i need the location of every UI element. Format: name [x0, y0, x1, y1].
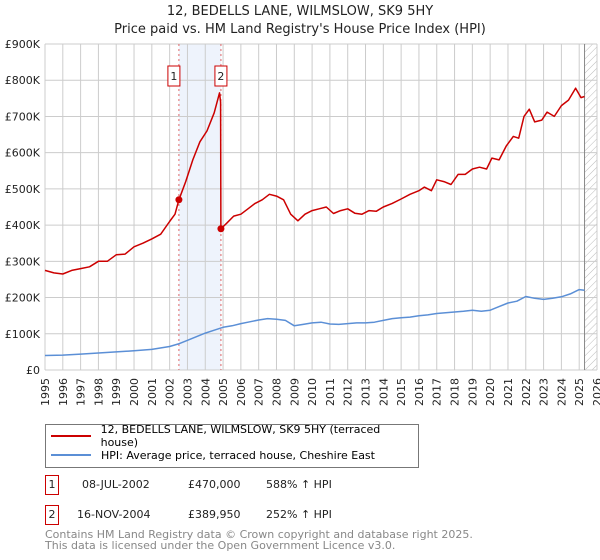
x-tick-label: 2004 — [199, 378, 212, 406]
legend-item-property: 12, BEDELLS LANE, WILMSLOW, SK9 5HY (ter… — [51, 423, 418, 449]
y-tick-label: £200K — [5, 292, 41, 305]
footer-copyright: Contains HM Land Registry data © Crown c… — [45, 528, 473, 541]
legend-label: HPI: Average price, terraced house, Ches… — [101, 448, 375, 462]
price-chart: 1 2 1995 1996 1997 1998 1999 2000 2001 2002 2003 20… — [5, 38, 600, 406]
x-tick-label: 2023 — [538, 378, 551, 406]
sale-point — [217, 225, 225, 233]
transaction-price: £389,950 — [188, 508, 241, 521]
annotation-label: 2 — [217, 70, 224, 83]
marker-badge: 2 — [45, 505, 59, 525]
legend-label: 12, BEDELLS LANE, WILMSLOW, SK9 5HY (ter… — [100, 423, 381, 449]
x-tick-label: 2019 — [466, 378, 479, 406]
y-tick-label: £900K — [5, 38, 41, 51]
marker-badge: 1 — [45, 475, 59, 495]
x-tick-label: 2002 — [164, 378, 177, 406]
sale-point — [175, 196, 183, 204]
footer: Contains HM Land Registry data © Crown c… — [45, 529, 473, 551]
property-price-line — [44, 87, 585, 275]
annotation-box — [214, 65, 228, 87]
forecast-hatch — [584, 44, 597, 370]
y-tick-label: £600K — [5, 147, 41, 160]
hpi-line — [44, 288, 585, 357]
x-tick-label: 2024 — [555, 378, 568, 406]
legend: 12, BEDELLS LANE, WILMSLOW, SK9 5HY (ter… — [45, 423, 419, 468]
x-tick-label: 2001 — [146, 378, 159, 406]
x-tick-label: 1996 — [57, 378, 70, 406]
x-tick-label: 2003 — [181, 378, 194, 406]
x-tick-label: 2006 — [235, 378, 248, 406]
chart-subtitle: Price paid vs. HM Land Registry's House … — [114, 22, 486, 37]
x-tick-label: 1997 — [75, 378, 88, 406]
blue-line-swatch — [51, 454, 91, 456]
footer-licence: This data is licensed under the Open Gov… — [45, 539, 396, 552]
x-tick-label: 2015 — [395, 378, 408, 406]
transaction-hpi: 588% ↑ HPI — [266, 478, 332, 491]
y-tick-label: £800K — [5, 74, 41, 87]
x-tick-label: 2008 — [270, 378, 283, 406]
y-tick-label: £0 — [26, 364, 40, 377]
transaction-price: £470,000 — [188, 478, 241, 491]
x-tick-label: 2021 — [502, 378, 515, 406]
y-tick-label: £500K — [5, 183, 41, 196]
x-tick-label: 2005 — [217, 378, 230, 406]
annotation-box — [167, 65, 181, 87]
x-tick-label: 1998 — [92, 378, 105, 406]
y-tick-label: £400K — [5, 219, 41, 232]
x-tick-label: 2009 — [288, 378, 301, 406]
x-tick-label: 2026 — [591, 378, 600, 406]
x-tick-label: 2012 — [342, 378, 355, 406]
x-tick-label: 2011 — [324, 378, 337, 406]
chart-title: 12, BEDELLS LANE, WILMSLOW, SK9 5HY — [166, 4, 434, 19]
transaction-date: 16-NOV-2004 — [77, 508, 151, 521]
annotation-label: 1 — [170, 70, 177, 83]
y-tick-label: £700K — [5, 110, 41, 123]
x-tick-label: 2010 — [306, 378, 319, 406]
x-tick-label: 2022 — [520, 378, 533, 406]
y-tick-label: £100K — [5, 328, 41, 341]
x-tick-label: 2007 — [253, 378, 266, 406]
x-tick-label: 2025 — [573, 378, 586, 406]
red-line-swatch — [51, 435, 91, 437]
x-tick-label: 1999 — [110, 378, 123, 406]
legend-item-hpi: HPI: Average price, terraced house, Ches… — [51, 447, 375, 463]
y-tick-label: £300K — [5, 255, 41, 268]
x-tick-label: 2017 — [431, 378, 444, 406]
x-tick-label: 2018 — [449, 378, 462, 406]
x-tick-label: 2020 — [484, 378, 497, 406]
x-tick-label: 1995 — [39, 378, 52, 406]
x-tick-label: 2013 — [360, 378, 373, 406]
x-tick-label: 2016 — [413, 378, 426, 406]
sale-period-shade — [178, 44, 221, 370]
x-tick-label: 2000 — [128, 378, 141, 406]
x-tick-label: 2014 — [377, 378, 390, 406]
transaction-hpi: 252% ↑ HPI — [266, 508, 332, 521]
transaction-date: 08-JUL-2002 — [82, 478, 150, 491]
